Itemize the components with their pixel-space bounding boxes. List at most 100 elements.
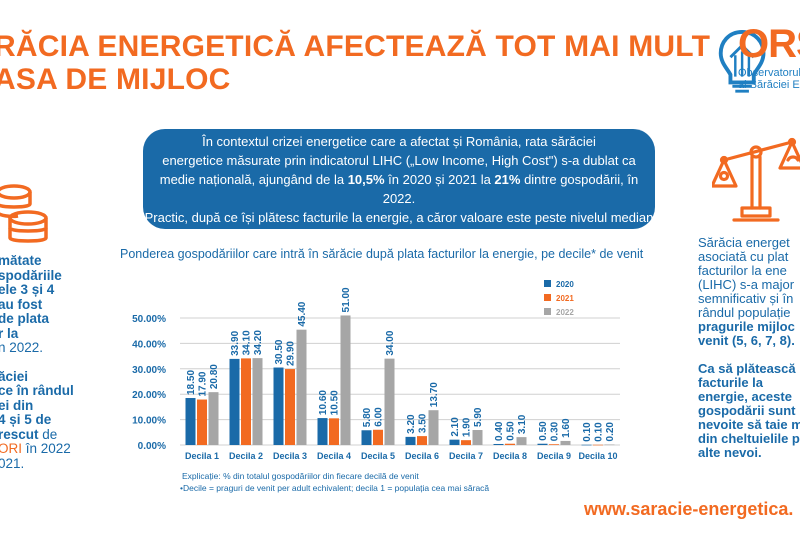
left-text-normal: de [38,426,58,442]
data-label: 17.90 [198,371,209,396]
right-panel-text: Sărăcia energet asociată cu plat facturi… [698,236,800,460]
intro-line: Practic, după ce își plătesc facturile l… [144,210,654,225]
bar-2022 [560,440,571,445]
data-label: 1.90 [462,417,473,437]
intro-line: energetice măsurate prin indicatorul LIH… [162,153,636,168]
bar-2022 [384,358,395,445]
left-text-line: spodăriile [0,267,62,283]
data-label: 6.00 [374,407,385,427]
data-label: 20.80 [209,364,220,389]
left-text-line: 4 și 5 de [0,412,52,427]
left-text-line: ce în rândul [0,383,74,398]
legend-swatch-2022 [544,308,551,315]
bar-2020 [185,398,196,445]
bar-2021 [417,436,427,445]
data-label: 10.50 [330,390,341,415]
data-label: 34.20 [253,330,264,355]
legend-swatch-2020 [544,280,551,287]
data-label: 45.40 [297,301,308,326]
x-tick-label: Decila 6 [405,451,439,461]
bar-2020 [493,443,504,445]
left-text-line: au fost [0,296,43,312]
right-text-bold: energie, aceste [698,389,792,404]
data-label: 51.00 [341,287,352,312]
data-label: 3.50 [418,413,429,433]
page-title: RĂCIA ENERGETICĂ AFECTEAZĂ TOT MAI MULT … [0,30,710,96]
intro-box: În contextul crizei energetice care a af… [143,129,655,244]
balance-scale-icon [712,137,800,222]
x-tick-label: Decila 9 [537,451,571,461]
chart-title: Ponderea gospodăriilor care intră în săr… [120,247,644,261]
x-tick-label: Decila 10 [578,451,617,461]
bar-2021 [549,444,559,445]
y-tick-label: 40.00% [132,339,166,350]
legend-label: 2020 [556,280,574,289]
right-text-bold: din cheltuielile p [698,431,800,446]
bar-2021 [285,369,295,445]
data-label: 1.60 [561,418,572,438]
legend-label: 2022 [556,308,574,317]
data-label: 13.70 [429,382,440,407]
bar-2020 [273,367,284,445]
bar-2020 [229,358,240,445]
bar-2021 [593,444,603,446]
bar-2020 [361,430,372,445]
legend-label: 2021 [556,294,574,303]
left-text-line: n 2022. [0,340,44,355]
left-text-highlight: ORI [0,441,23,456]
data-label: 3.10 [517,414,528,434]
bar-2021 [373,429,383,445]
bar-2021 [505,443,515,445]
x-tick-label: Decila 4 [317,451,351,461]
left-text-line: ORI în 2022 [0,441,108,457]
data-label: 18.50 [186,370,197,395]
intro-text: medie națională, ajungând de la [159,172,348,187]
y-tick-label: 50.00% [132,314,166,325]
website-link[interactable]: www.saracie-energetica. [584,499,794,519]
right-text-bold: gospodării sunt [698,403,796,418]
left-panel-text: mătate spodăriile ele 3 și 4 au fost de … [0,253,108,471]
title-line-1: RĂCIA ENERGETICĂ AFECTEAZĂ TOT MAI MULT [0,30,711,63]
x-tick-label: Decila 1 [185,451,219,461]
y-tick-label: 0.00% [138,441,166,452]
right-text-line: semnificativ și în [698,291,794,306]
data-label: 0.50 [538,421,549,441]
left-text-bold: rescut [0,426,39,442]
intro-line: medie națională, ajungând de la 10,5% în… [143,170,655,208]
y-tick-label: 10.00% [132,416,166,427]
logo-subtitle: Observatorul R al Sărăciei Ene [738,67,800,91]
data-label: 0.40 [494,421,505,441]
legend-swatch-2021 [544,294,551,301]
logo-subtitle-line-1: Observatorul R [738,67,800,79]
intro-text: dintre gospodării, în 2022. [382,172,639,206]
right-text-line: asociată cu plat [698,249,789,264]
data-label: 0.20 [605,422,616,442]
data-label: 10.60 [318,390,329,415]
data-label: 33.90 [230,330,241,355]
left-text-line: rescut de [0,426,108,443]
intro-highlight: 10,5% [347,172,385,187]
bar-2020 [405,436,416,445]
data-label: 30.50 [274,339,285,364]
right-text-line: Sărăcia energet [698,235,790,250]
title-line-2: ASA DE MIJLOC [0,63,231,96]
intro-highlight: 21% [494,172,521,187]
data-label: 34.00 [385,330,396,355]
x-tick-label: Decila 8 [493,451,527,461]
coins-icon [0,184,48,243]
intro-text: în 2020 și 2021 la [384,172,495,187]
bar-2021 [461,440,471,445]
y-tick-label: 30.00% [132,365,166,376]
right-text-bold: facturile la [698,375,764,390]
lightbulb-house-icon [718,29,766,93]
intro-line: național, aceste gospodării cad sub prag… [243,229,555,244]
intro-line: În contextul crizei energetice care a af… [202,134,596,149]
logo-name: ORS [738,22,800,66]
x-tick-label: Decila 2 [229,451,263,461]
right-text-line: (LIHC) s-a major [698,277,795,292]
right-text-bold: venit (5, 6, 7, 8). [698,333,795,348]
x-tick-label: Decila 7 [449,451,483,461]
left-text-line: ăciei [0,368,29,384]
data-label: 0.10 [582,422,593,442]
